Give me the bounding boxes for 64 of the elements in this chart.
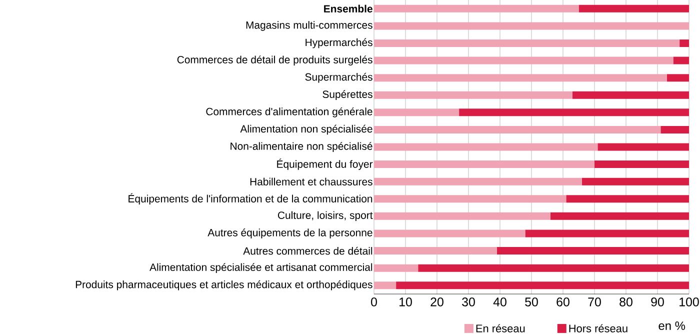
bar — [660, 126, 690, 134]
bar — [374, 178, 582, 186]
x-tick-label: 50 — [525, 298, 538, 306]
x-tick-label: 90 — [651, 298, 664, 306]
bar — [374, 264, 418, 272]
bar — [594, 160, 690, 168]
bar — [666, 74, 690, 82]
bar — [374, 195, 566, 203]
bar — [550, 212, 690, 220]
bar — [396, 282, 690, 290]
y-tick-label: Alimentation spécialisée et artisanat commercial — [150, 263, 372, 273]
x-tick-label: 70 — [588, 298, 601, 306]
y-tick-label: Équipements de l'information et de la communication — [128, 193, 372, 205]
y-tick-label: Équipement du foyer — [277, 158, 373, 170]
bar — [374, 74, 667, 82]
y-tick-label: Culture, loisirs, sport — [278, 211, 373, 222]
bar — [374, 126, 661, 134]
y-tick-label: Habillement et chaussures — [250, 178, 372, 186]
x-tick-label: 80 — [620, 298, 632, 306]
x-axis-title: en % — [658, 322, 686, 330]
bar — [673, 56, 690, 64]
x-tick-label: 100 — [680, 298, 699, 306]
bar — [374, 247, 497, 255]
bar — [374, 212, 550, 220]
y-tick-label: Produits pharmaceutiques et articles médicaux et orthopédiques — [76, 280, 372, 290]
x-tick-label: 0 — [371, 298, 377, 306]
bar — [578, 4, 690, 12]
y-tick-label: Commerces d'alimentation générale — [206, 107, 372, 118]
legend-label: Hors réseau — [569, 324, 628, 332]
y-tick-label: Ensemble — [324, 4, 372, 12]
bar — [582, 178, 690, 186]
bar — [374, 160, 595, 168]
bar — [680, 39, 690, 47]
bar — [374, 39, 680, 47]
bar — [525, 230, 690, 238]
bar — [566, 195, 690, 203]
bar — [496, 247, 690, 255]
x-tick-label: 10 — [400, 298, 412, 306]
y-tick-label: Supermarchés — [305, 72, 372, 83]
bar — [374, 282, 396, 290]
bar — [459, 108, 690, 116]
bar — [598, 143, 690, 151]
y-tick-label: Commerces de détail de produits surgelés — [177, 56, 372, 66]
bar — [374, 143, 598, 151]
x-tick-label: 60 — [556, 298, 570, 306]
y-tick-label: Autres équipements de la personne — [208, 228, 372, 238]
bar — [572, 91, 690, 99]
y-tick-label: Hypermarchés — [306, 38, 372, 48]
y-tick-label: Autres commerces de détail — [243, 246, 372, 255]
bar — [418, 264, 690, 272]
y-tick-label: Supérettes — [322, 90, 372, 100]
y-tick-label: Alimentation non spécialisée — [240, 124, 372, 135]
bar — [374, 22, 690, 30]
x-tick-label: 30 — [462, 298, 475, 306]
x-tick-label: 40 — [493, 298, 506, 306]
bar — [374, 91, 572, 99]
y-tick-label: Non-alimentaire non spécialisé — [230, 142, 372, 152]
bar — [374, 4, 579, 12]
bar — [374, 56, 674, 64]
bar — [374, 230, 526, 238]
y-tick-label: Magasins multi-commerces — [246, 21, 372, 31]
legend-label: En réseau — [476, 324, 525, 332]
x-tick-label: 20 — [430, 298, 444, 306]
bar — [374, 108, 460, 116]
